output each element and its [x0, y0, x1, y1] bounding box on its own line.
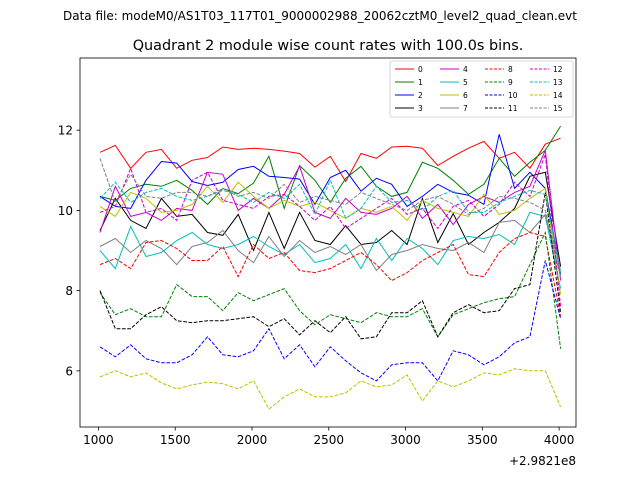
series-line-5: [99, 211, 562, 289]
y-tick-label: 8: [65, 284, 73, 298]
series-line-8: [99, 231, 562, 317]
x-tick-label: 2500: [313, 433, 344, 447]
legend-label-10: 10: [508, 91, 518, 100]
y-tick-label: 6: [65, 364, 73, 378]
series-line-9: [99, 230, 562, 349]
series-line-11: [99, 192, 562, 340]
axes-frame: [79, 57, 577, 428]
legend-label-4: 4: [463, 65, 468, 74]
chart-title: Quadrant 2 module wise count rates with …: [133, 38, 524, 54]
figure-suptitle: Data file: modeM0/AS1T03_117T01_90000029…: [63, 9, 577, 23]
series-line-2: [99, 134, 562, 275]
y-axis: 6 8 10 12: [58, 124, 80, 378]
series-line-3: [99, 171, 562, 267]
series-line-10: [99, 260, 562, 382]
x-tick-label: 3000: [390, 433, 421, 447]
x-tick-label: 1500: [160, 433, 191, 447]
series-line-6: [99, 181, 562, 295]
legend-label-8: 8: [508, 65, 513, 74]
legend-label-13: 13: [553, 78, 563, 87]
legend-label-6: 6: [463, 91, 468, 100]
series-line-12: [99, 154, 562, 307]
series-line-4: [99, 148, 562, 281]
series-line-15: [99, 158, 562, 271]
series-line-0: [99, 137, 561, 183]
series-line-1: [99, 125, 562, 211]
legend-label-1: 1: [418, 78, 423, 87]
series-line-13: [99, 179, 562, 273]
legend-label-14: 14: [553, 91, 563, 100]
y-tick-label: 10: [58, 204, 73, 218]
series-line-7: [99, 213, 562, 277]
legend-label-12: 12: [553, 65, 563, 74]
legend-label-5: 5: [463, 78, 468, 87]
legend-label-3: 3: [418, 104, 423, 113]
legend-label-7: 7: [463, 104, 468, 113]
legend-label-0: 0: [418, 65, 423, 74]
series-layer: [99, 125, 562, 410]
legend-label-11: 11: [508, 104, 518, 113]
legend-label-15: 15: [553, 104, 563, 113]
x-tick-label: 2000: [237, 433, 268, 447]
x-axis: 1000 1500 2000 2500 3000 3500 4000: [83, 427, 574, 447]
legend-frame: [389, 60, 574, 118]
x-tick-label: 3500: [467, 433, 498, 447]
legend-label-2: 2: [418, 91, 423, 100]
x-tick-label: 1000: [83, 433, 114, 447]
legend-label-9: 9: [508, 78, 513, 87]
y-tick-label: 12: [58, 124, 73, 138]
series-line-14: [99, 368, 562, 410]
x-offset-label: +2.9821e8: [509, 454, 576, 468]
x-tick-label: 4000: [544, 433, 575, 447]
